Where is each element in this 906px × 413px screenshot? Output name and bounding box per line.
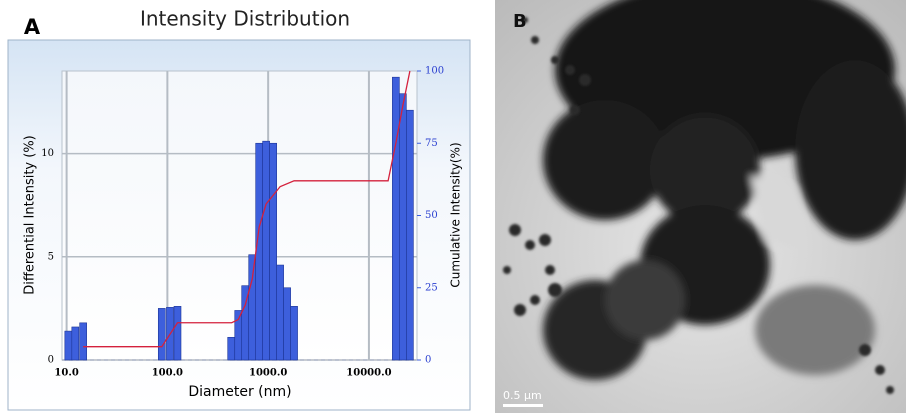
tem-image: B 0.5 μm [495,0,906,413]
bar [173,306,182,361]
bar [283,287,291,361]
y-tick-label: 5 [48,251,54,262]
bar [269,142,277,361]
x-axis-label: Diameter (nm) [188,384,291,400]
y-tick-label: 10 [41,148,54,159]
y2-axis-label: Cumulative Intensity(%) [449,142,463,287]
particles [543,0,906,380]
y2-tick-label: 0 [425,355,431,366]
x-tick-label: 1000.0 [249,368,287,379]
panel-label: A [24,15,41,39]
bar [234,310,243,361]
x-tick-label: 10.0 [54,368,78,379]
strands [503,17,894,394]
cumulative-line [83,70,411,348]
bar [276,264,284,361]
bar [227,336,236,361]
chart: A Intensity Distribution Diameter (nm) D… [7,7,471,411]
y2-tick-label: 100 [425,66,444,77]
bar [392,76,400,361]
panel-label: B [513,11,527,32]
scale-bar [503,404,543,407]
bar [157,308,166,361]
bar [71,326,80,361]
y-tick-label: 0 [48,355,54,366]
bar [255,142,263,361]
x-tick-label: 100.0 [152,368,183,379]
bar [248,254,257,361]
y2-tick-label: 25 [425,282,438,293]
bar [399,93,407,361]
bar [64,330,73,361]
y-axis-label: Differential Intensity (%) [23,135,38,295]
bar [406,109,414,361]
x-tick-label: 10000.0 [346,368,391,379]
chart-title: Intensity Distribution [140,7,350,31]
bar [290,306,298,361]
scale-bar-label: 0.5 μm [503,389,542,402]
bar [262,140,270,361]
y2-tick-label: 75 [425,138,438,149]
y2-tick-label: 50 [425,210,438,221]
bar [79,322,87,361]
